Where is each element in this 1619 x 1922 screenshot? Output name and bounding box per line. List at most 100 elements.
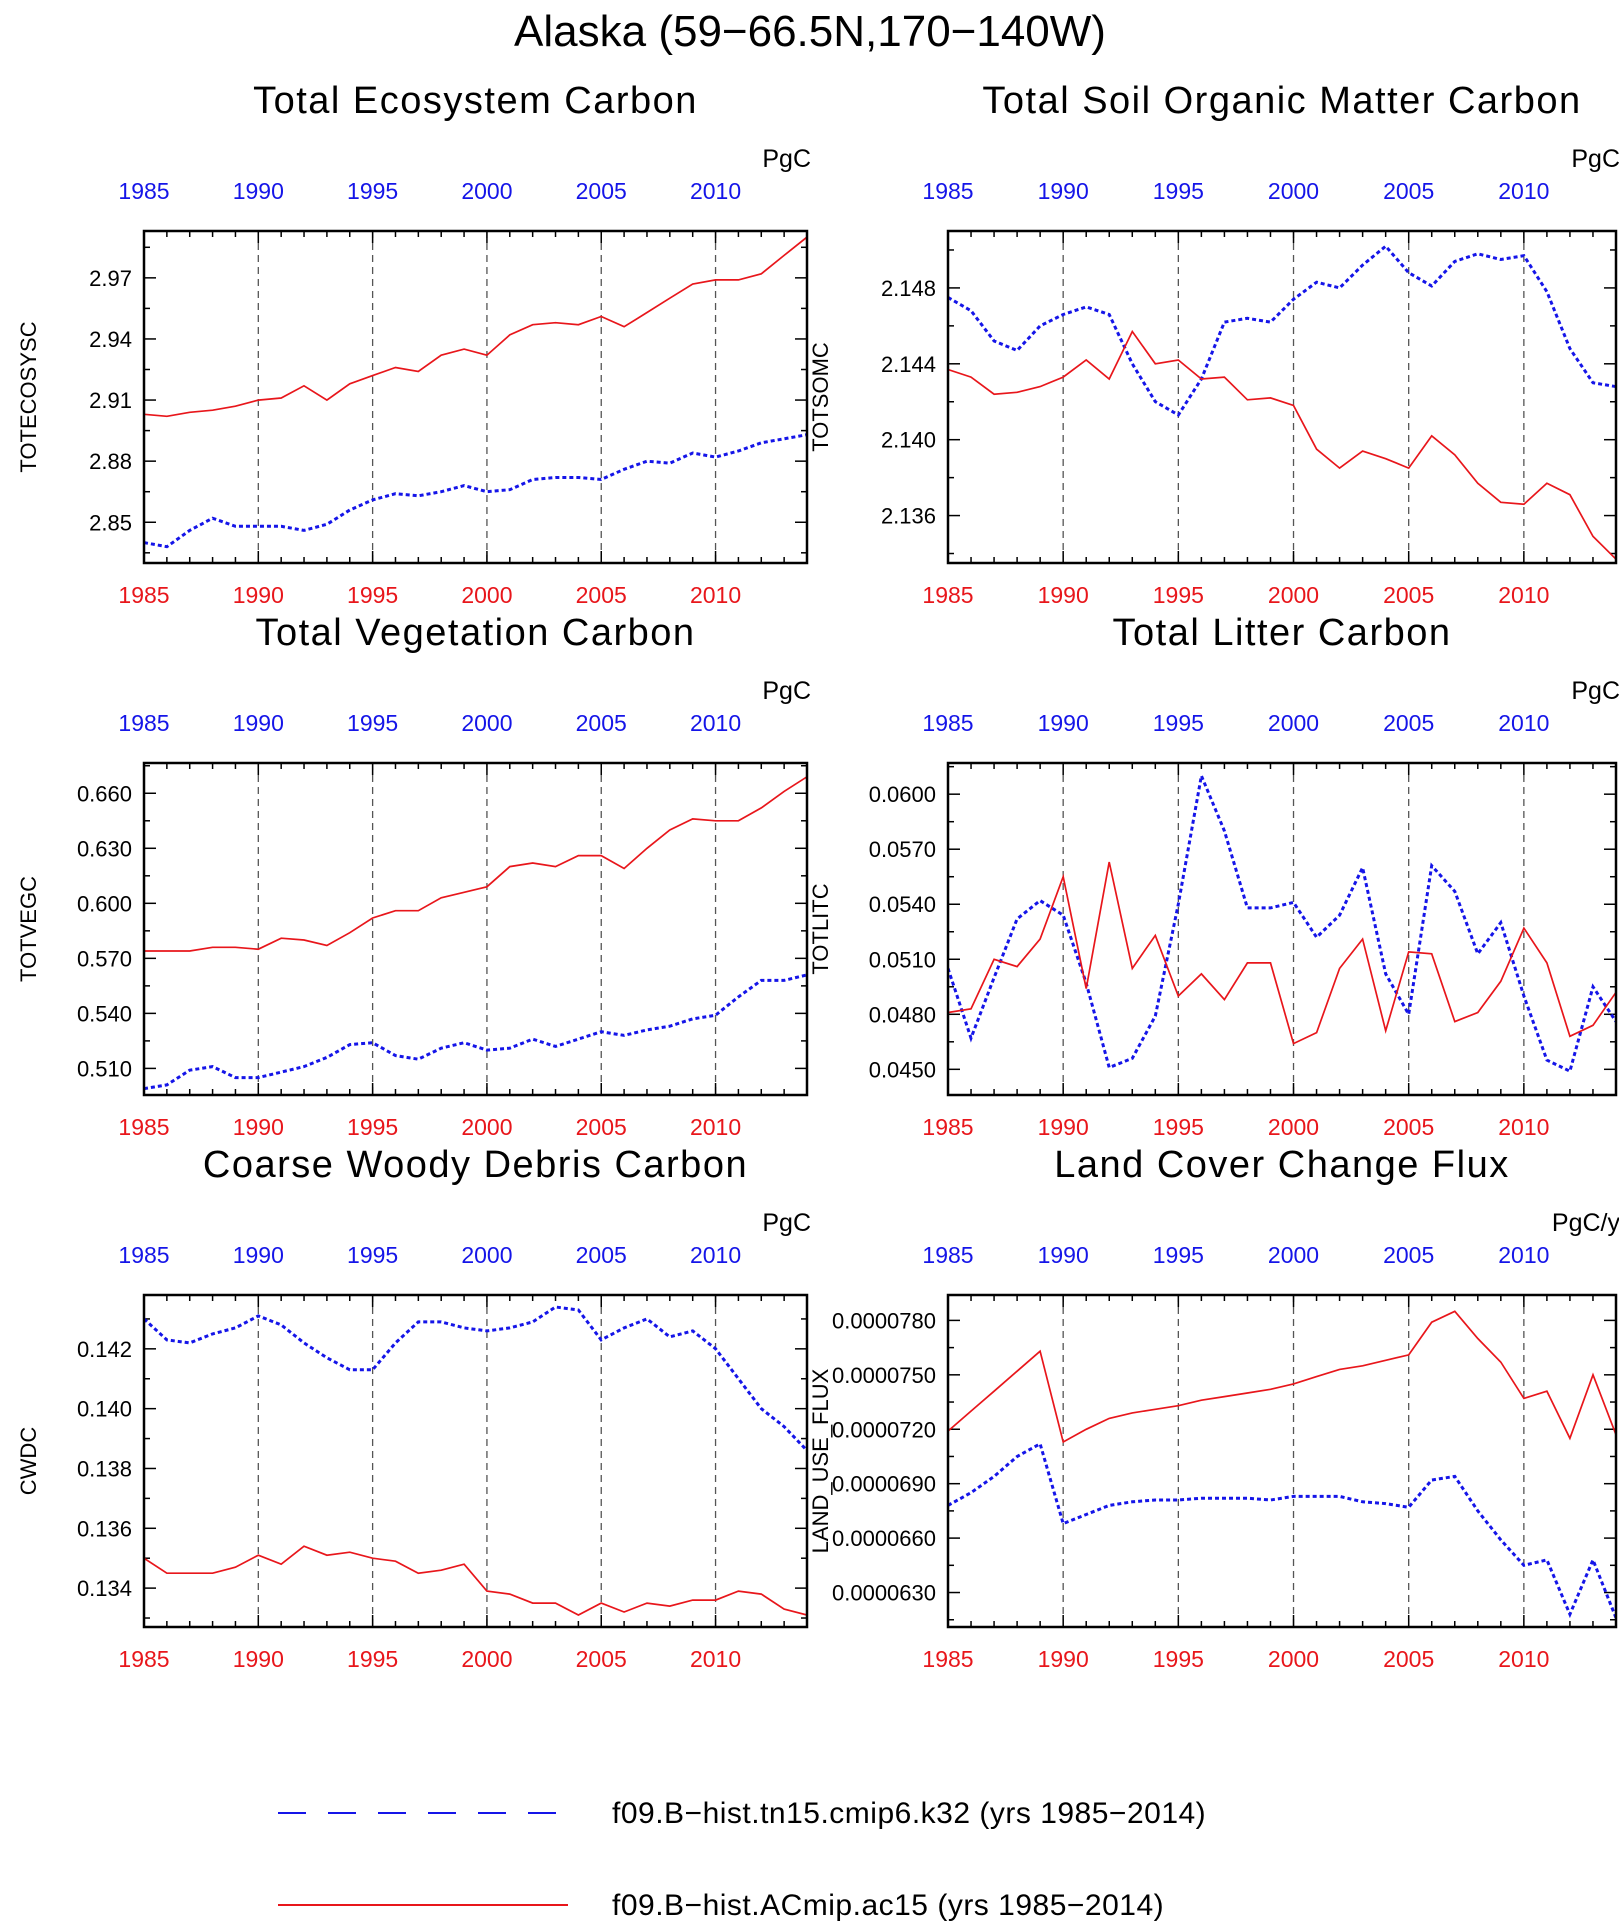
panel-1-xtick-label-bottom: 1990 (1038, 582, 1089, 608)
panel-3-units: PgC (1571, 677, 1619, 705)
panel-5-ytick-label: 0.0000750 (832, 1363, 936, 1388)
panel-0-xtick-label-bottom: 1990 (233, 582, 284, 608)
panel-4-xtick-label-top: 2000 (461, 1242, 512, 1268)
panel-3: Total Litter Carbon PgC 1985 1985 1990 1990 19… (808, 612, 1619, 1140)
panel-1-ylabel: TOTSOMC (808, 342, 833, 452)
panel-3-ytick-label: 0.0510 (869, 947, 936, 972)
panel-5-ytick-label: 0.0000720 (832, 1417, 936, 1442)
panel-5-xtick-label-bottom: 2005 (1383, 1646, 1434, 1672)
panel-1-xtick-label-top: 1995 (1153, 178, 1204, 204)
panel-3-xtick-label-top: 1985 (922, 710, 973, 736)
panel-1: Total Soil Organic Matter Carbon PgC 1985 1… (808, 80, 1619, 608)
panel-0-xtick-label-bottom: 2010 (690, 582, 741, 608)
panel-2-xtick-label-top: 1985 (118, 710, 169, 736)
panel-1-xtick-label-top: 2005 (1383, 178, 1434, 204)
panel-1-ytick-label: 2.140 (881, 428, 936, 453)
panel-4-xtick-label-top: 1990 (233, 1242, 284, 1268)
panel-4-xtick-label-top: 2005 (576, 1242, 627, 1268)
panel-3-xtick-label-bottom: 2005 (1383, 1114, 1434, 1140)
panel-4-xtick-label-top: 2010 (690, 1242, 741, 1268)
panel-3-xtick-label-bottom: 2000 (1268, 1114, 1319, 1140)
panel-5-title: Land Cover Change Flux (1054, 1144, 1509, 1186)
panel-3-xtick-label-top: 2005 (1383, 710, 1434, 736)
panel-1-xtick-label-bottom: 1985 (922, 582, 973, 608)
panel-0-xtick-label-bottom: 2005 (576, 582, 627, 608)
panel-5-xtick-label-top: 2005 (1383, 1242, 1434, 1268)
panel-2-ytick-label: 0.660 (77, 781, 132, 806)
panel-3-ytick-label: 0.0570 (869, 837, 936, 862)
panel-0-xtick-label-bottom: 2000 (461, 582, 512, 608)
panel-4-units: PgC (762, 1209, 811, 1237)
panel-2-xtick-label-bottom: 2000 (461, 1114, 512, 1140)
panel-1-xtick-label-top: 2010 (1498, 178, 1549, 204)
panel-2-ytick-label: 0.510 (77, 1056, 132, 1081)
panel-5: Land Cover Change Flux PgC/y 1985 1985 1990 1… (808, 1144, 1619, 1672)
panel-5-series-red-solid (948, 1310, 1616, 1444)
panel-2-ytick-label: 0.540 (77, 1001, 132, 1026)
panel-2-ytick-label: 0.630 (77, 836, 132, 861)
panel-4-title: Coarse Woody Debris Carbon (203, 1144, 748, 1186)
panel-4-xtick-label-bottom: 1990 (233, 1646, 284, 1672)
panel-1-ytick-label: 2.148 (881, 276, 936, 301)
panel-3-xtick-label-top: 2010 (1498, 710, 1549, 736)
panel-0-xtick-label-top: 2010 (690, 178, 741, 204)
panel-4-ytick-label: 0.142 (77, 1337, 132, 1362)
panel-1-ytick-label: 2.136 (881, 504, 936, 529)
panel-5-xtick-label-top: 1995 (1153, 1242, 1204, 1268)
panel-4-ytick-label: 0.134 (77, 1576, 132, 1601)
panel-5-xtick-label-top: 1990 (1038, 1242, 1089, 1268)
panel-0-units: PgC (762, 145, 811, 173)
panel-1-series-blue-dashed (948, 244, 1616, 418)
panel-1-series-red-solid (948, 329, 1616, 560)
panel-4-xtick-label-bottom: 1985 (118, 1646, 169, 1672)
panel-0-xtick-label-top: 1990 (233, 178, 284, 204)
panel-4-xtick-label-bottom: 1995 (347, 1646, 398, 1672)
panel-2-xtick-label-top: 2010 (690, 710, 741, 736)
panel-2-xtick-label-top: 2000 (461, 710, 512, 736)
panel-4-ytick-label: 0.140 (77, 1397, 132, 1422)
panel-1-xtick-label-top: 1985 (922, 178, 973, 204)
panel-0-title: Total Ecosystem Carbon (253, 80, 698, 122)
panel-0-series-blue-dashed (144, 433, 807, 549)
panel-2-frame (142, 761, 809, 1097)
panel-4-xtick-label-bottom: 2000 (461, 1646, 512, 1672)
panel-5-series-blue-dashed (948, 1441, 1616, 1619)
legend-label-red: f09.B−hist.ACmip.ac15 (yrs 1985−2014) (612, 1889, 1164, 1922)
panel-3-ylabel: TOTLITC (808, 883, 833, 974)
panel-3-xtick-label-top: 1995 (1153, 710, 1204, 736)
panel-1-frame (946, 229, 1618, 565)
panel-3-ytick-label: 0.0480 (869, 1002, 936, 1027)
panel-1-xtick-label-bottom: 2010 (1498, 582, 1549, 608)
panel-2-ylabel: TOTVEGC (16, 876, 41, 982)
panel-0-ytick-label: 2.91 (89, 388, 132, 413)
panel-2-xtick-label-bottom: 1995 (347, 1114, 398, 1140)
panel-2-xtick-label-bottom: 1985 (118, 1114, 169, 1140)
panel-2-xtick-label-bottom: 2005 (576, 1114, 627, 1140)
panel-2-xtick-label-bottom: 2010 (690, 1114, 741, 1140)
panel-2-xtick-label-top: 1990 (233, 710, 284, 736)
panel-4-ytick-label: 0.136 (77, 1516, 132, 1541)
panel-0-series-red-solid (144, 236, 807, 418)
panel-5-xtick-label-top: 1985 (922, 1242, 973, 1268)
panel-5-xtick-label-bottom: 1990 (1038, 1646, 1089, 1672)
panel-2-units: PgC (762, 677, 811, 705)
panel-4-ylabel: CWDC (16, 1427, 41, 1496)
panel-2-xtick-label-bottom: 1990 (233, 1114, 284, 1140)
panel-1-xtick-label-bottom: 2005 (1383, 582, 1434, 608)
panel-1-xtick-label-bottom: 1995 (1153, 582, 1204, 608)
legend-label-blue: f09.B−hist.tn15.cmip6.k32 (yrs 1985−2014… (612, 1797, 1206, 1830)
panel-1-units: PgC (1571, 145, 1619, 173)
panel-2-series-red-solid (144, 776, 807, 952)
panel-0-ylabel: TOTECOSYSC (16, 321, 41, 472)
panel-0-xtick-label-top: 1985 (118, 178, 169, 204)
panel-0: Total Ecosystem Carbon PgC 1985 1985 1990 199… (16, 80, 811, 608)
panel-1-xtick-label-bottom: 2000 (1268, 582, 1319, 608)
panel-2-title: Total Vegetation Carbon (255, 612, 695, 654)
panel-5-ylabel: LAND_USE_FLUX (808, 1368, 833, 1553)
panel-0-xtick-label-top: 1995 (347, 178, 398, 204)
panel-3-series-blue-dashed (948, 770, 1616, 1074)
panel-1-xtick-label-top: 1990 (1038, 178, 1089, 204)
legend: f09.B−hist.tn15.cmip6.k32 (yrs 1985−2014… (278, 1797, 1206, 1922)
panel-0-ytick-label: 2.85 (89, 510, 132, 535)
